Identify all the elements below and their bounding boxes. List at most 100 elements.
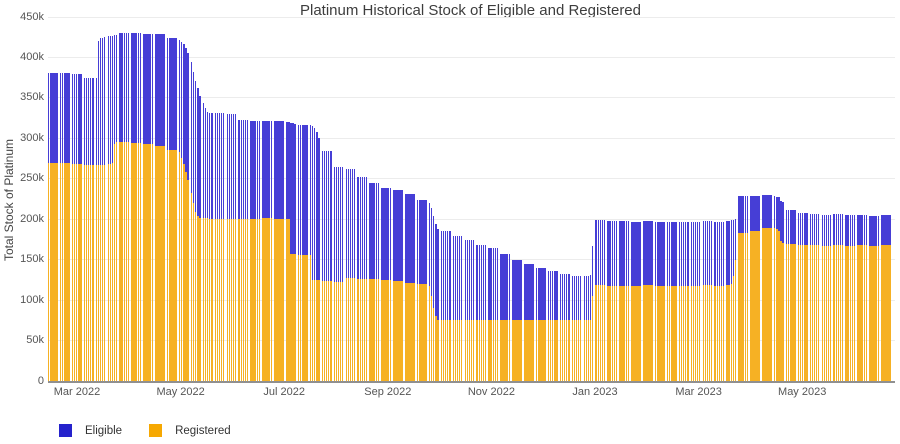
stacked-bar[interactable] (83, 78, 86, 381)
stacked-bar[interactable] (801, 212, 804, 381)
stacked-bar[interactable] (853, 215, 856, 381)
stacked-bar[interactable] (643, 220, 645, 381)
week-bar-group[interactable] (214, 113, 225, 381)
stacked-bar[interactable] (351, 169, 354, 381)
week-bar-group[interactable] (714, 221, 725, 381)
stacked-bar[interactable] (544, 267, 546, 381)
stacked-bar[interactable] (625, 220, 627, 381)
stacked-bar[interactable] (369, 182, 371, 381)
plot-area[interactable] (48, 17, 893, 381)
stacked-bar[interactable] (468, 240, 471, 381)
week-bar-group[interactable] (512, 259, 522, 381)
stacked-bar[interactable] (149, 34, 151, 381)
stacked-bar[interactable] (476, 245, 478, 381)
week-bar-group[interactable] (95, 37, 106, 381)
stacked-bar[interactable] (698, 221, 701, 381)
week-bar-group[interactable] (595, 220, 606, 381)
week-bar-group[interactable] (48, 72, 58, 381)
stacked-bar[interactable] (575, 275, 578, 381)
stacked-bar[interactable] (80, 73, 82, 381)
stacked-bar[interactable] (530, 263, 532, 381)
stacked-bar[interactable] (734, 219, 737, 381)
stacked-bar[interactable] (571, 275, 574, 381)
stacked-bar[interactable] (425, 199, 427, 381)
stacked-bar[interactable] (815, 214, 818, 381)
week-bar-group[interactable] (738, 195, 749, 381)
week-bar-group[interactable] (345, 169, 356, 381)
stacked-bar[interactable] (702, 220, 705, 381)
stacked-bar[interactable] (837, 214, 840, 381)
stacked-bar[interactable] (365, 177, 368, 381)
stacked-bar[interactable] (863, 215, 865, 381)
stacked-bar[interactable] (52, 72, 54, 381)
stacked-bar[interactable] (458, 236, 461, 381)
stacked-bar[interactable] (167, 38, 169, 381)
week-bar-group[interactable] (309, 125, 320, 381)
stacked-bar[interactable] (89, 78, 92, 381)
stacked-bar[interactable] (728, 220, 730, 381)
stacked-bar[interactable] (171, 38, 173, 381)
stacked-bar[interactable] (228, 114, 231, 381)
stacked-bar[interactable] (232, 114, 235, 381)
week-bar-group[interactable] (773, 195, 784, 381)
stacked-bar[interactable] (107, 36, 109, 381)
stacked-bar[interactable] (208, 113, 211, 381)
stacked-bar[interactable] (180, 42, 183, 381)
stacked-bar[interactable] (710, 220, 713, 381)
stacked-bar[interactable] (345, 169, 348, 381)
stacked-bar[interactable] (66, 72, 68, 381)
week-bar-group[interactable] (833, 214, 844, 381)
stacked-bar[interactable] (780, 201, 782, 381)
stacked-bar[interactable] (163, 34, 165, 381)
stacked-bar[interactable] (119, 33, 121, 381)
stacked-bar[interactable] (173, 38, 175, 381)
stacked-bar[interactable] (185, 47, 187, 381)
stacked-bar[interactable] (682, 222, 685, 381)
stacked-bar[interactable] (290, 122, 292, 381)
week-bar-group[interactable] (167, 38, 177, 381)
stacked-bar[interactable] (518, 259, 520, 381)
stacked-bar[interactable] (538, 267, 540, 381)
stacked-bar[interactable] (809, 214, 812, 381)
stacked-bar[interactable] (552, 271, 554, 381)
stacked-bar[interactable] (353, 169, 356, 381)
stacked-bar[interactable] (226, 114, 228, 381)
stacked-bar[interactable] (363, 177, 366, 381)
stacked-bar[interactable] (861, 215, 863, 381)
week-bar-group[interactable] (726, 219, 737, 381)
stacked-bar[interactable] (680, 222, 683, 381)
stacked-bar[interactable] (708, 220, 711, 381)
stacked-bar[interactable] (845, 215, 847, 381)
stacked-bar[interactable] (385, 187, 387, 381)
stacked-bar[interactable] (661, 221, 663, 381)
week-bar-group[interactable] (107, 34, 118, 381)
stacked-bar[interactable] (573, 275, 576, 381)
stacked-bar[interactable] (514, 259, 516, 381)
stacked-bar[interactable] (694, 221, 697, 381)
week-bar-group[interactable] (785, 209, 796, 381)
stacked-bar[interactable] (437, 228, 439, 381)
stacked-bar[interactable] (433, 216, 435, 381)
stacked-bar[interactable] (615, 220, 618, 381)
stacked-bar[interactable] (268, 121, 270, 381)
stacked-bar[interactable] (339, 167, 342, 381)
stacked-bar[interactable] (881, 215, 883, 381)
week-bar-group[interactable] (452, 236, 463, 381)
week-bar-group[interactable] (59, 72, 70, 381)
stacked-bar[interactable] (169, 38, 171, 381)
stacked-bar[interactable] (671, 221, 673, 381)
stacked-bar[interactable] (316, 131, 318, 381)
stacked-bar[interactable] (673, 221, 675, 381)
week-bar-group[interactable] (178, 40, 189, 381)
stacked-bar[interactable] (827, 215, 830, 381)
week-bar-group[interactable] (226, 114, 237, 381)
week-bar-group[interactable] (535, 267, 546, 381)
stacked-bar[interactable] (113, 34, 116, 381)
stacked-bar[interactable] (54, 72, 56, 381)
legend-item-eligible[interactable]: Eligible (59, 424, 122, 437)
stacked-bar[interactable] (718, 221, 721, 381)
stacked-bar[interactable] (528, 263, 530, 381)
stacked-bar[interactable] (813, 214, 816, 381)
stacked-bar[interactable] (821, 215, 824, 381)
stacked-bar[interactable] (887, 215, 889, 381)
